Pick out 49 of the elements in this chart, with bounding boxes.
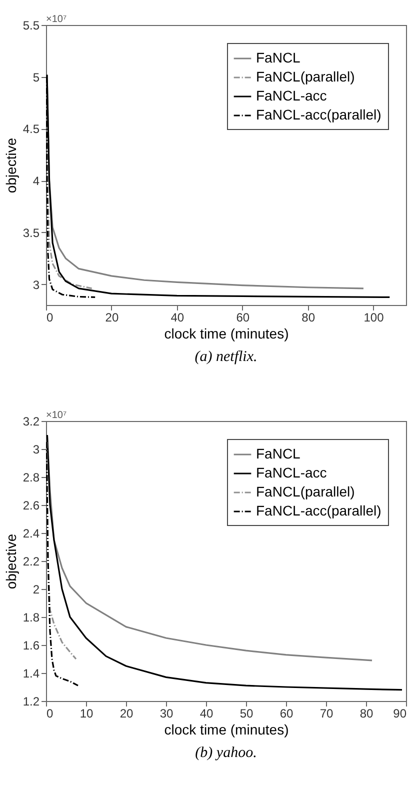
text: (b) yahoo. — [195, 745, 257, 761]
y-tick-label: 3.2 — [22, 414, 40, 428]
y-tick-label: 2.4 — [22, 526, 40, 540]
y-axis-title: objective — [2, 138, 19, 194]
x-tick-label: 0 — [46, 706, 54, 720]
x-tick-label: 40 — [200, 706, 214, 720]
legend-label: FaNCL(parallel) — [256, 484, 355, 500]
x-tick-label: 80 — [360, 706, 374, 720]
legend-label: FaNCL-acc(parallel) — [256, 106, 382, 122]
legend-label: FaNCL — [256, 446, 301, 462]
y-tick-label: 4.5 — [22, 122, 40, 136]
y-tick-label: 3 — [32, 278, 40, 292]
legend-label: FaNCL — [256, 50, 301, 66]
x-tick-label: 0 — [46, 310, 54, 324]
text: ×10⁷ — [46, 410, 67, 421]
x-tick-label: 50 — [240, 706, 254, 720]
y-tick-label: 5 — [32, 70, 40, 84]
y-tick-label: 1.2 — [22, 694, 40, 708]
x-axis-title: clock time (minutes) — [164, 326, 289, 342]
x-tick-label: 40 — [170, 310, 184, 324]
y-tick-label: 2.8 — [22, 470, 40, 484]
x-tick-label: 80 — [302, 310, 316, 324]
x-tick-label: 100 — [364, 310, 384, 324]
y-tick-label: 1.4 — [22, 666, 40, 680]
x-tick-label: 90 — [393, 706, 407, 720]
y-tick-label: 1.8 — [22, 610, 40, 624]
y-tick-label: 3.5 — [22, 226, 40, 240]
legend-label: FaNCL-acc(parallel) — [256, 502, 382, 518]
legend-label: FaNCL(parallel) — [256, 68, 355, 84]
y-tick-label: 2.6 — [22, 498, 40, 512]
x-tick-label: 70 — [320, 706, 334, 720]
x-tick-label: 60 — [236, 310, 250, 324]
x-tick-label: 10 — [80, 706, 94, 720]
x-tick-label: 20 — [105, 310, 119, 324]
y-tick-label: 4 — [32, 174, 40, 188]
x-tick-label: 20 — [120, 706, 134, 720]
text: ×10⁷ — [46, 14, 67, 25]
legend-label: FaNCL-acc — [256, 464, 327, 480]
x-tick-label: 60 — [280, 706, 294, 720]
x-axis-title: clock time (minutes) — [164, 722, 289, 738]
y-tick-label: 5.5 — [22, 18, 40, 32]
x-tick-label: 30 — [160, 706, 174, 720]
y-tick-label: 3 — [32, 442, 40, 456]
legend-label: FaNCL-acc — [256, 88, 327, 104]
y-tick-label: 2.2 — [22, 554, 40, 568]
y-tick-label: 1.6 — [22, 638, 40, 652]
text: (a) netflix. — [194, 349, 258, 365]
y-axis-title: objective — [2, 534, 19, 590]
y-tick-label: 2 — [32, 582, 40, 596]
